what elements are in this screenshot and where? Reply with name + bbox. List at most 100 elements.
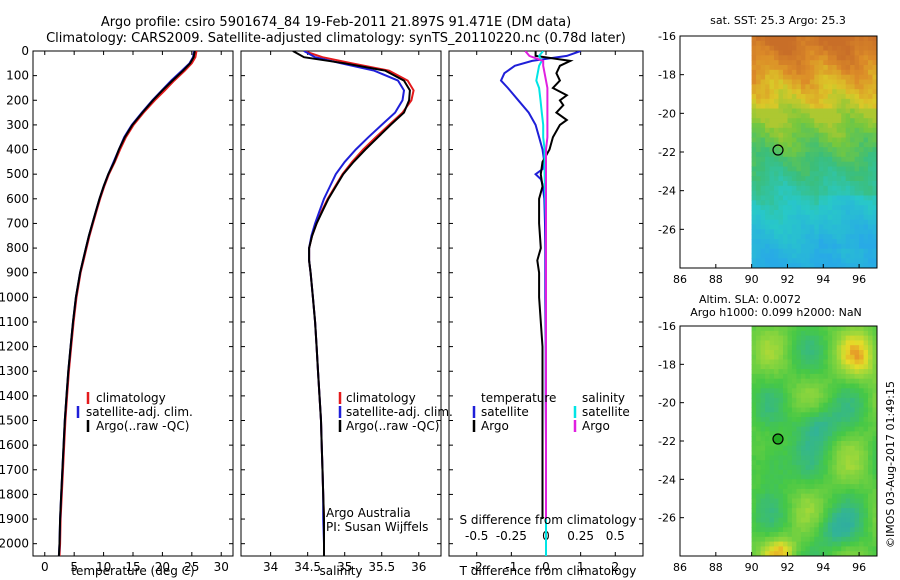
map-cell <box>814 421 820 428</box>
map-cell <box>765 455 771 461</box>
map-cell <box>760 373 766 380</box>
map-cell <box>783 335 789 341</box>
map-cell <box>800 50 806 56</box>
map-cell <box>769 522 775 528</box>
map-cell <box>814 465 820 471</box>
map-cell <box>814 393 820 399</box>
map-cell <box>863 460 869 466</box>
map-cell <box>760 340 766 346</box>
map-cell <box>751 40 757 47</box>
map-cell <box>760 176 766 182</box>
map-cell <box>765 421 771 428</box>
map-cell <box>868 536 874 543</box>
map-cell <box>836 108 842 114</box>
map-cell <box>809 74 815 81</box>
map-cell <box>872 397 877 404</box>
map-cell <box>841 253 847 259</box>
map-cell <box>845 248 851 255</box>
map-cell <box>809 536 815 543</box>
map-cell <box>809 326 815 332</box>
y-tick-label: 1100 <box>0 315 29 329</box>
map-cell <box>845 190 851 197</box>
map-cell <box>778 474 784 480</box>
map-cell <box>868 152 874 158</box>
map-cell <box>796 503 802 509</box>
map-cell <box>751 55 757 61</box>
map-cell <box>863 508 869 514</box>
map-cell <box>778 69 784 76</box>
map-cell <box>791 219 797 226</box>
map-cell <box>783 108 789 114</box>
map-cell <box>841 89 847 95</box>
map-cell <box>756 536 762 543</box>
map-cell <box>765 484 771 490</box>
map-cell <box>868 522 874 528</box>
map-cell <box>827 417 833 423</box>
map-cell <box>769 397 775 404</box>
map-cell <box>850 84 856 90</box>
map-cell <box>850 137 856 143</box>
map-cell <box>805 118 811 124</box>
map-cell <box>791 171 797 177</box>
map-cell <box>859 185 865 192</box>
map-cell <box>805 45 811 52</box>
map-cell <box>809 248 815 255</box>
map-cell <box>836 383 842 389</box>
map-cell <box>760 127 766 134</box>
map-cell <box>818 224 824 230</box>
map-cell <box>841 248 847 255</box>
map-cell <box>850 123 856 129</box>
map-cell <box>818 103 824 110</box>
map-cell <box>850 152 856 158</box>
map-cell <box>769 118 775 124</box>
map-cell <box>850 60 856 66</box>
map-cell <box>872 465 877 471</box>
map-cell <box>791 176 797 182</box>
map-cell <box>832 243 838 250</box>
map-cell <box>796 421 802 428</box>
map-cell <box>818 373 824 380</box>
map-cell <box>751 383 757 389</box>
map-cell <box>841 210 847 216</box>
map-cell <box>850 512 856 519</box>
map-cell <box>841 156 847 163</box>
map-cell <box>787 388 793 394</box>
map-cell <box>868 364 874 370</box>
map-cell <box>765 412 771 418</box>
map-cell <box>814 166 820 172</box>
map-cell <box>765 469 771 476</box>
map-cell <box>832 536 838 543</box>
map-cell <box>845 147 851 153</box>
map-cell <box>783 402 789 409</box>
map-cell <box>787 127 793 134</box>
map-cell <box>751 364 757 370</box>
y-tick-label: 100 <box>6 69 29 83</box>
map-cell <box>827 469 833 476</box>
map-cell <box>868 508 874 514</box>
map-cell <box>850 474 856 480</box>
sst-map-title: sat. SST: 25.3 Argo: 25.3 <box>710 14 846 27</box>
map-cell <box>805 156 811 163</box>
map-cell <box>832 185 838 192</box>
map-cell <box>805 517 811 524</box>
map-cell <box>850 229 856 235</box>
map-cell <box>845 441 851 447</box>
map-cell <box>836 512 842 519</box>
map-cell <box>836 152 842 158</box>
map-cell <box>859 118 865 124</box>
y-tick-label: 1800 <box>0 487 29 501</box>
map-cell <box>841 137 847 143</box>
map-cell <box>800 127 806 134</box>
x-tick-label: 20 <box>155 560 170 574</box>
map-cell <box>791 498 797 504</box>
map-cell <box>769 36 775 42</box>
map-cell <box>863 412 869 418</box>
map-cell <box>791 517 797 524</box>
map-cell <box>850 200 856 206</box>
map-cell <box>783 161 789 168</box>
y-tick-label: -18 <box>658 69 676 82</box>
map-cell <box>796 79 802 85</box>
map-cell <box>809 465 815 471</box>
map-cell <box>859 350 865 356</box>
map-cell <box>836 137 842 143</box>
